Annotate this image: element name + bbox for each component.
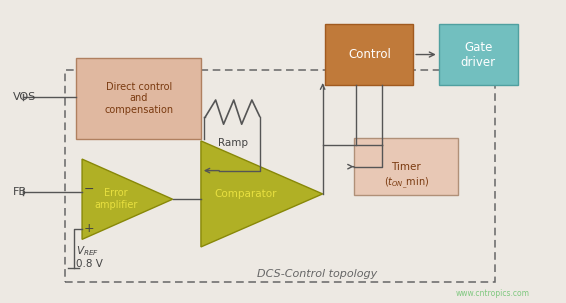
- Text: FB: FB: [12, 187, 27, 198]
- Text: Error
amplifier: Error amplifier: [94, 188, 138, 210]
- Text: Ramp: Ramp: [217, 138, 248, 148]
- Text: $(t_{ON\_}$min): $(t_{ON\_}$min): [384, 176, 428, 191]
- Polygon shape: [201, 141, 323, 247]
- Bar: [325, 24, 413, 85]
- Text: Gate
driver: Gate driver: [461, 41, 496, 68]
- Bar: [354, 138, 458, 195]
- Text: VOS: VOS: [12, 92, 36, 102]
- Polygon shape: [82, 159, 173, 239]
- Text: Direct control
and
compensation: Direct control and compensation: [104, 82, 173, 115]
- Bar: [76, 58, 201, 139]
- Text: Control: Control: [348, 48, 391, 61]
- Text: Timer: Timer: [391, 161, 421, 172]
- Text: 0.8 V: 0.8 V: [76, 258, 103, 269]
- Text: $V_{REF}$: $V_{REF}$: [76, 245, 100, 258]
- Text: www.cntropics.com: www.cntropics.com: [456, 289, 529, 298]
- Text: −: −: [84, 183, 95, 196]
- Text: DCS-Control topology: DCS-Control topology: [257, 269, 377, 279]
- Text: Comparator: Comparator: [215, 189, 277, 199]
- Bar: [439, 24, 518, 85]
- Text: +: +: [84, 222, 95, 235]
